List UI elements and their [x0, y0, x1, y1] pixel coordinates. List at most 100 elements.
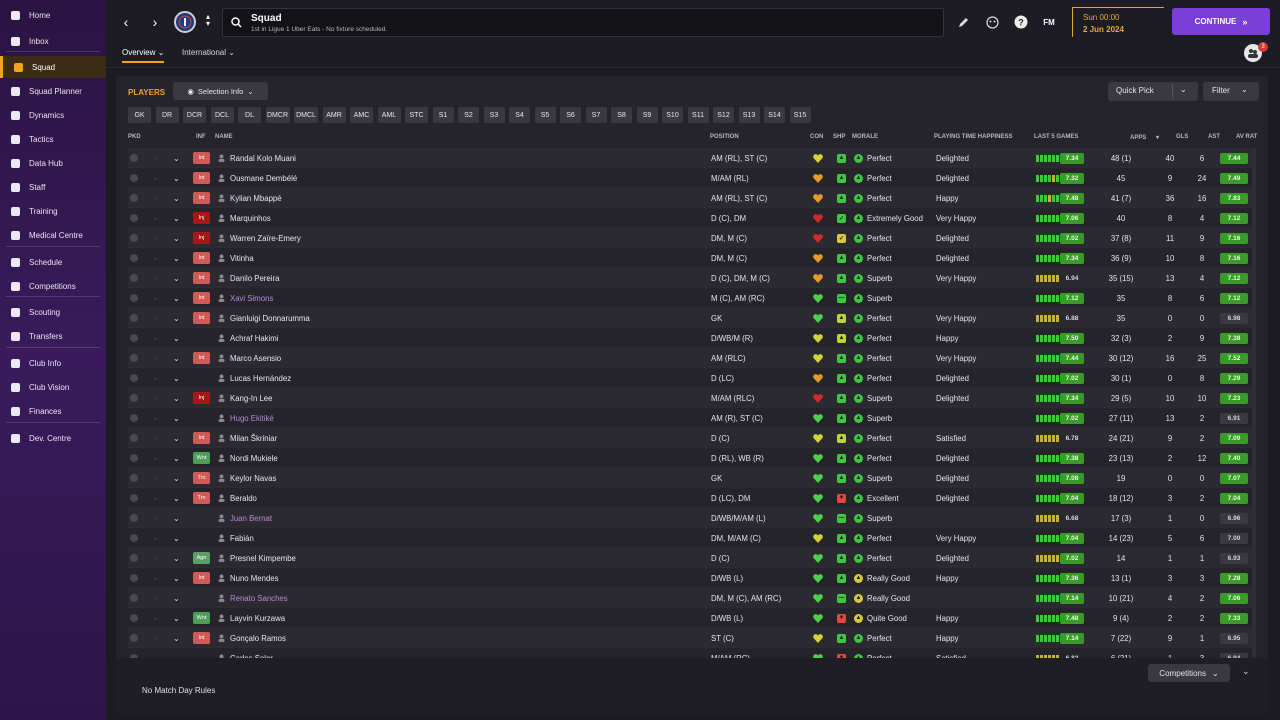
sidebar-item-home[interactable]: Home	[0, 4, 106, 26]
table-row[interactable]: - ⌄ Renato Sanches DM, M (C), AM (RC) — ▲ Real…	[128, 588, 1254, 608]
row-expand-chevron-icon[interactable]: ⌄	[173, 253, 180, 263]
row-expand-chevron-icon[interactable]: ⌄	[173, 213, 180, 223]
row-expand-chevron-icon[interactable]: ⌄	[173, 233, 180, 243]
row-expand-chevron-icon[interactable]: ⌄	[173, 293, 180, 303]
player-name[interactable]: Beraldo	[230, 493, 257, 503]
player-name[interactable]: Gianluigi Donnarumma	[230, 313, 310, 323]
col-inf[interactable]: INF	[196, 134, 206, 140]
row-expand-chevron-icon[interactable]: ⌄	[173, 373, 180, 383]
position-button-s1[interactable]: S1	[432, 107, 454, 123]
continue-button[interactable]: CONTINUE »	[1172, 8, 1270, 35]
player-name[interactable]: Xavi Simons	[230, 293, 274, 303]
table-row[interactable]: - ⌄ Int Randal Kolo Muani AM (RL), ST (C) ▲ ▲ P…	[128, 148, 1254, 168]
table-row[interactable]: - ⌄ Int Marco Asensio AM (RLC) ▲ ▲ Perfect Very …	[128, 348, 1254, 368]
select-checkbox[interactable]	[130, 468, 138, 488]
table-row[interactable]: - ⌄ Inj Warren Zaïre-Emery DM, M (C) ✓ ▲ Perfec…	[128, 228, 1254, 248]
sidebar-item-tactics[interactable]: Tactics	[0, 128, 106, 150]
select-checkbox[interactable]	[130, 448, 138, 468]
col-ast[interactable]: AST	[1208, 134, 1220, 140]
select-checkbox[interactable]	[130, 588, 138, 608]
sidebar-item-data-hub[interactable]: Data Hub	[0, 152, 106, 174]
row-expand-chevron-icon[interactable]: ⌄	[173, 193, 180, 203]
col-morale[interactable]: MORALE	[852, 134, 878, 140]
select-checkbox[interactable]	[130, 208, 138, 228]
select-checkbox[interactable]	[130, 648, 138, 658]
row-expand-chevron-icon[interactable]: ⌄	[173, 333, 180, 343]
row-expand-chevron-icon[interactable]: ⌄	[173, 413, 180, 423]
tab-international[interactable]: International ⌄	[182, 48, 235, 57]
player-name[interactable]: Nuno Mendes	[230, 573, 279, 583]
col-apps[interactable]: APPS ▾	[1130, 135, 1160, 141]
player-name[interactable]: Ousmane Dembélé	[230, 173, 298, 183]
search-box[interactable]: Squad 1st in Ligue 1 Uber Eats - No fixt…	[222, 8, 944, 37]
row-expand-chevron-icon[interactable]: ⌄	[173, 393, 180, 403]
fm-menu-button[interactable]: FM	[1043, 17, 1055, 27]
sidebar-item-club-info[interactable]: Club Info	[0, 352, 106, 374]
position-button-s7[interactable]: S7	[585, 107, 607, 123]
select-checkbox[interactable]	[130, 608, 138, 628]
row-expand-chevron-icon[interactable]: ⌄	[173, 493, 180, 503]
player-name[interactable]: Fabián	[230, 533, 254, 543]
position-button-gk[interactable]: GK	[128, 107, 151, 123]
select-checkbox[interactable]	[130, 568, 138, 588]
row-expand-chevron-icon[interactable]: ⌄	[173, 633, 180, 643]
player-name[interactable]: Keylor Navas	[230, 473, 277, 483]
sidebar-item-schedule[interactable]: Schedule	[0, 251, 106, 273]
player-name[interactable]: Kang-In Lee	[230, 393, 273, 403]
table-scrollbar[interactable]	[1252, 148, 1256, 658]
position-button-dl[interactable]: DL	[238, 107, 261, 123]
selection-info-button[interactable]: ◉ Selection Info ⌄	[173, 82, 268, 100]
table-row[interactable]: - ⌄ Int Gianluigi Donnarumma GK ▲ ▲ Perfect Very…	[128, 308, 1254, 328]
table-row[interactable]: - ⌄ Int Ousmane Dembélé M/AM (RL) ▲ ▲ Perfect De…	[128, 168, 1254, 188]
position-button-s3[interactable]: S3	[483, 107, 505, 123]
position-button-s15[interactable]: S15	[789, 107, 811, 123]
row-expand-chevron-icon[interactable]: ⌄	[173, 273, 180, 283]
position-button-s9[interactable]: S9	[636, 107, 658, 123]
position-button-s4[interactable]: S4	[509, 107, 530, 123]
sidebar-item-finances[interactable]: Finances	[0, 400, 106, 422]
table-row[interactable]: - ⌄ Wnt Nordi Mukiele D (RL), WB (R) ▲ ▲ Perfec…	[128, 448, 1254, 468]
sidebar-item-training[interactable]: Training	[0, 200, 106, 222]
select-checkbox[interactable]	[130, 628, 138, 648]
player-name[interactable]: Milan Škriniar	[230, 433, 278, 443]
position-button-dmcl[interactable]: DMCL	[294, 107, 318, 123]
col-pkd[interactable]: PKD	[128, 134, 141, 140]
table-row[interactable]: - ⌄ Int Gonçalo Ramos ST (C) ▲ ▲ Perfect Happy 7.…	[128, 628, 1254, 648]
sidebar-item-club-vision[interactable]: Club Vision	[0, 376, 106, 398]
row-expand-chevron-icon[interactable]: ⌄	[173, 613, 180, 623]
row-expand-chevron-icon[interactable]: ⌄	[173, 513, 180, 523]
select-checkbox[interactable]	[130, 488, 138, 508]
position-button-s14[interactable]: S14	[764, 107, 785, 123]
row-expand-chevron-icon[interactable]: ⌄	[173, 533, 180, 543]
table-row[interactable]: - ⌄ Wnt Layvin Kurzawa D/WB (L) ▼ ▲ Quite Good H…	[128, 608, 1254, 628]
select-checkbox[interactable]	[130, 348, 138, 368]
table-row[interactable]: - ⌄ Int Kylian Mbappé AM (RL), ST (C) ▲ ▲ Perfe…	[128, 188, 1254, 208]
table-row[interactable]: - ⌄ Trn Beraldo D (LC), DM ▼ ▲ Excellent Delight…	[128, 488, 1254, 508]
select-checkbox[interactable]	[130, 188, 138, 208]
player-name[interactable]: Nordi Mukiele	[230, 453, 278, 463]
player-name[interactable]: Marco Asensio	[230, 353, 282, 363]
position-button-aml[interactable]: AML	[377, 107, 401, 123]
position-button-s11[interactable]: S11	[687, 107, 709, 123]
col-name[interactable]: NAME	[215, 134, 233, 140]
select-checkbox[interactable]	[130, 168, 138, 188]
player-name[interactable]: Marquinhos	[230, 213, 271, 223]
player-name[interactable]: Hugo Ekitiké	[230, 413, 274, 423]
table-row[interactable]: - ⌄ Trn Keylor Navas GK ▲ ▲ Superb Delighted 7.08…	[128, 468, 1254, 488]
position-button-s2[interactable]: S2	[458, 107, 479, 123]
player-name[interactable]: Layvin Kurzawa	[230, 613, 286, 623]
help-icon[interactable]: ?	[1012, 13, 1030, 31]
position-button-s12[interactable]: S12	[713, 107, 734, 123]
row-expand-chevron-icon[interactable]: ⌄	[173, 433, 180, 443]
player-name[interactable]: Juan Bernat	[230, 513, 273, 523]
select-checkbox[interactable]	[130, 308, 138, 328]
player-name[interactable]: Vitinha	[230, 253, 254, 263]
position-button-dcl[interactable]: DCL	[210, 107, 234, 123]
position-button-s10[interactable]: S10	[662, 107, 683, 123]
sidebar-item-squad[interactable]: Squad	[0, 56, 106, 78]
row-expand-chevron-icon[interactable]: ⌄	[173, 353, 180, 363]
table-row[interactable]: - ⌄ Int Vitinha DM, M (C) ▲ ▲ Perfect Delighted 7…	[128, 248, 1254, 268]
table-row[interactable]: - ⌄ Lucas Hernández D (LC) ▲ ▲ Perfect Delighte…	[128, 368, 1254, 388]
row-expand-chevron-icon[interactable]: ⌄	[173, 173, 180, 183]
row-expand-chevron-icon[interactable]: ⌄	[173, 573, 180, 583]
